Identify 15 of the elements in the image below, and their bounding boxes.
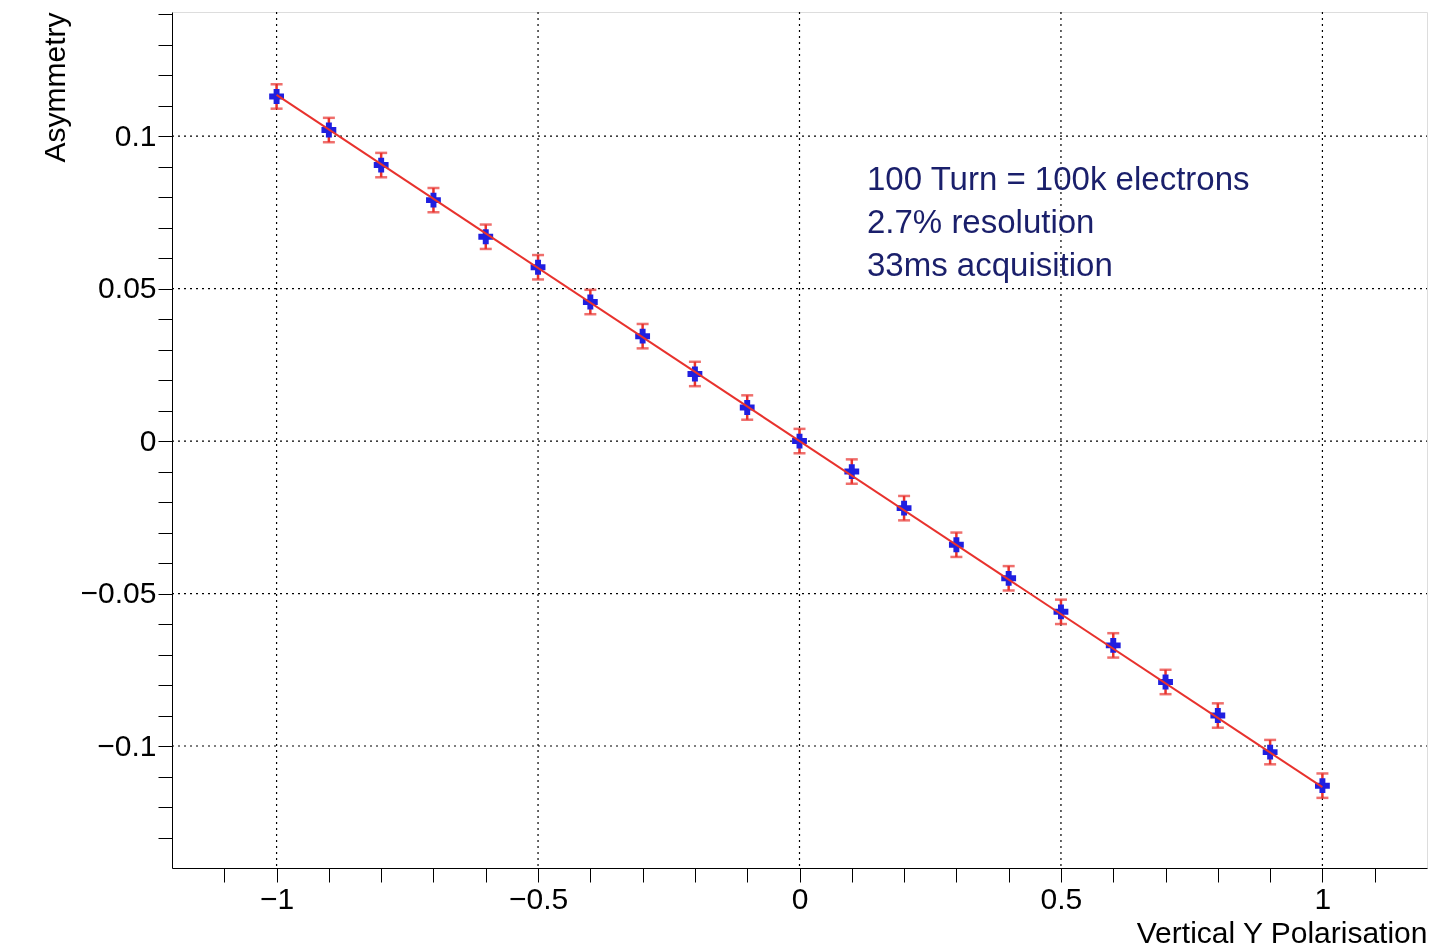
x-tick-label: −1 [259, 881, 295, 915]
annotation: 33ms acquisition [867, 246, 1113, 283]
annotation: 2.7% resolution [867, 203, 1095, 240]
y-tick-label: 0.05 [98, 271, 157, 305]
x-tick-label: 1 [1314, 881, 1332, 915]
annotation: 100 Turn = 100k electrons [867, 160, 1250, 197]
x-tick-label: 0 [791, 881, 809, 915]
y-axis-title: Asymmetry [37, 12, 71, 163]
x-tick-label: 0.5 [1040, 881, 1083, 915]
x-tick-label: −0.5 [508, 881, 569, 915]
y-tick-label: −0.1 [97, 728, 157, 762]
y-tick-label: −0.05 [80, 576, 157, 610]
y-tick-label: 0.1 [114, 118, 157, 152]
y-tick-label: 0 [139, 423, 157, 457]
x-axis-title: Vertical Y Polarisation [1136, 915, 1428, 946]
